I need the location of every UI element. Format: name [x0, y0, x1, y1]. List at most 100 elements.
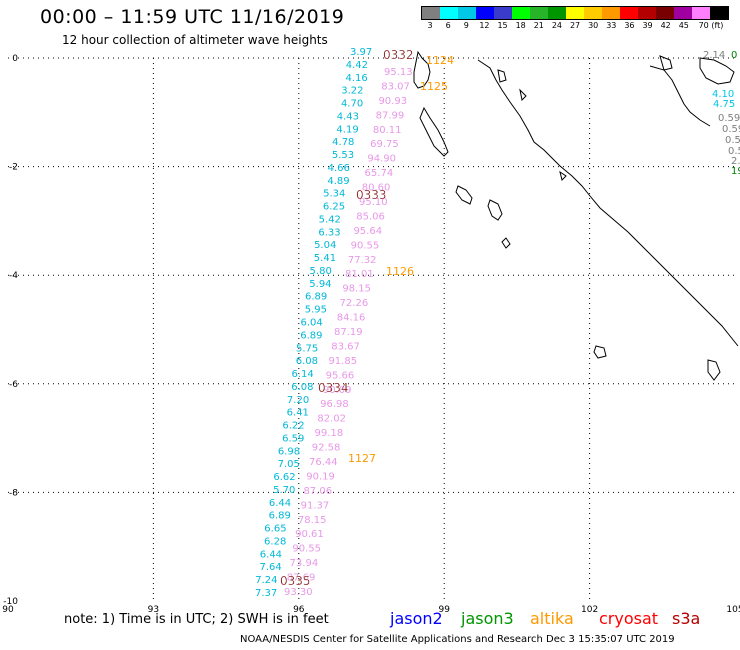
- colorbar-swatch: [656, 7, 674, 19]
- swh-value-jason: 6.44: [260, 549, 282, 560]
- swh-value-jason: 6.41: [287, 408, 309, 419]
- time-label-altika: 1126: [386, 265, 414, 278]
- swh-value-altika: 85.06: [356, 211, 385, 222]
- swh-value-jason: 4.70: [341, 99, 363, 110]
- swh-value-jason: 4.43: [337, 111, 359, 122]
- swh-value-jason: 7.05: [278, 459, 300, 470]
- colorbar-label: 39: [642, 21, 653, 30]
- swh-value-altika: 87.69: [287, 573, 316, 584]
- swh-value-jason: 5.94: [309, 279, 331, 290]
- colorbar-label: 30: [588, 21, 599, 30]
- swh-value-jason: 6.14: [291, 369, 313, 380]
- swh-value-jason: 6.44: [269, 498, 291, 509]
- swh-value-altika: 87.19: [334, 327, 363, 338]
- swh-value-altika: 95.10: [359, 197, 388, 208]
- time-label-cryosat: 0332: [383, 48, 414, 62]
- swh-value-altika: 77.32: [348, 255, 377, 266]
- y-tick-label: -2: [9, 163, 18, 173]
- altimeter-track: 3.97 4.42 4.16 3.22 4.704.43 4.19 4.78 5.53 4.66…: [255, 47, 454, 599]
- swh-value-altika: 84.16: [337, 313, 366, 324]
- swh-value-altika: 94.90: [367, 154, 396, 165]
- swh-value-altika: 96.98: [320, 399, 349, 410]
- colorbar-swatch: [620, 7, 638, 19]
- swh-value-altika: 82.02: [317, 414, 346, 425]
- colorbar-label: 36: [624, 21, 635, 30]
- swh-value-jason: 7.24: [255, 575, 277, 586]
- colorbar-label: 70 (ft): [698, 21, 724, 30]
- swh-value-altika: 83.07: [381, 81, 410, 92]
- swh-value-jason: 5.80: [310, 266, 332, 277]
- swh-value-altika: 81.01: [345, 269, 374, 280]
- colorbar-swatch: [548, 7, 566, 19]
- swh-value-jason: 4.16: [345, 73, 367, 84]
- colorbar-label: 27: [569, 21, 581, 30]
- colorbar-label: 33: [606, 21, 617, 30]
- y-tick-label: -6: [9, 380, 18, 390]
- edge-swh-value: 19: [731, 166, 740, 177]
- swh-value-altika: 91.37: [301, 500, 330, 511]
- swh-value-jason: 4.19: [336, 124, 358, 135]
- satellite-legend-item: altika: [530, 609, 574, 628]
- swh-value-altika: 90.09: [323, 385, 352, 396]
- swh-value-altika: 78.15: [298, 515, 327, 526]
- swh-value-jason: 3.22: [341, 86, 363, 97]
- swh-value-jason: 4.89: [327, 176, 349, 187]
- satellite-legend-item: cryosat: [599, 609, 659, 628]
- swh-value-jason: 6.62: [273, 472, 295, 483]
- swh-value-altika: 65.74: [365, 168, 394, 179]
- colorbar-label: 3: [427, 21, 433, 30]
- x-tick-label: 93: [148, 605, 159, 615]
- colorbar-label: 6: [445, 21, 451, 30]
- edge-swh-value: 0.5: [725, 135, 740, 146]
- swh-value-jason: 5.75: [296, 343, 318, 354]
- swh-value-jason: 4.66: [328, 163, 350, 174]
- swh-value-altika: 87.99: [376, 110, 405, 121]
- x-tick-label: 102: [581, 605, 598, 615]
- colorbar-swatch: [476, 7, 494, 19]
- x-tick-label: 96: [293, 605, 305, 615]
- swh-value-jason: 6.22: [282, 421, 304, 432]
- time-label-altika: 1124: [426, 54, 454, 67]
- colorbar: [421, 6, 729, 20]
- coastline: [413, 50, 739, 381]
- swh-value-altika: 90.93: [378, 96, 407, 107]
- swh-value-jason: 6.89: [300, 330, 322, 341]
- y-tick-label: 0: [12, 54, 18, 64]
- edge-swh-value: 2.: [731, 156, 740, 167]
- swh-value-altika: 90.55: [292, 544, 321, 555]
- credit-line: NOAA/NESDIS Center for Satellite Applica…: [240, 634, 675, 645]
- colorbar-swatch: [584, 7, 602, 19]
- swh-value-jason: 4.42: [346, 60, 368, 71]
- colorbar-swatch: [638, 7, 656, 19]
- swh-value-altika: 98.15: [342, 284, 371, 295]
- colorbar-swatch: [692, 7, 710, 19]
- map-subtitle: 12 hour collection of altimeter wave hei…: [62, 33, 328, 47]
- y-tick-label: -4: [9, 271, 18, 281]
- swh-value-altika: 95.64: [353, 226, 382, 237]
- edge-swh-value: 4.75: [713, 99, 735, 110]
- edge-swh-value: 0.59: [722, 124, 740, 135]
- swh-value-altika: 91.85: [328, 356, 357, 367]
- swh-value-altika: 95.13: [384, 67, 413, 78]
- swh-value-altika: 90.55: [351, 240, 380, 251]
- colorbar-swatch: [566, 7, 584, 19]
- swh-value-jason: 6.98: [278, 446, 300, 457]
- swh-value-altika: 90.61: [295, 529, 324, 540]
- satellite-legend-item: jason2: [390, 609, 443, 628]
- x-tick-label: 105: [726, 605, 740, 615]
- colorbar-label: 21: [533, 21, 544, 30]
- swh-value-jason: 6.89: [305, 292, 327, 303]
- map-grid: [8, 57, 738, 601]
- swh-value-altika: 73.94: [290, 558, 319, 569]
- swh-value-altika: 95.66: [326, 370, 355, 381]
- time-label-cryosat: 0334: [318, 381, 349, 395]
- swh-value-jason: 5.95: [305, 305, 327, 316]
- colorbar-swatch: [422, 7, 440, 19]
- swh-value-jason: 6.08: [296, 356, 318, 367]
- colorbar-label: 15: [497, 21, 508, 30]
- colorbar-swatch: [674, 7, 692, 19]
- swh-value-altika: 76.44: [309, 457, 338, 468]
- colorbar-swatch: [440, 7, 458, 19]
